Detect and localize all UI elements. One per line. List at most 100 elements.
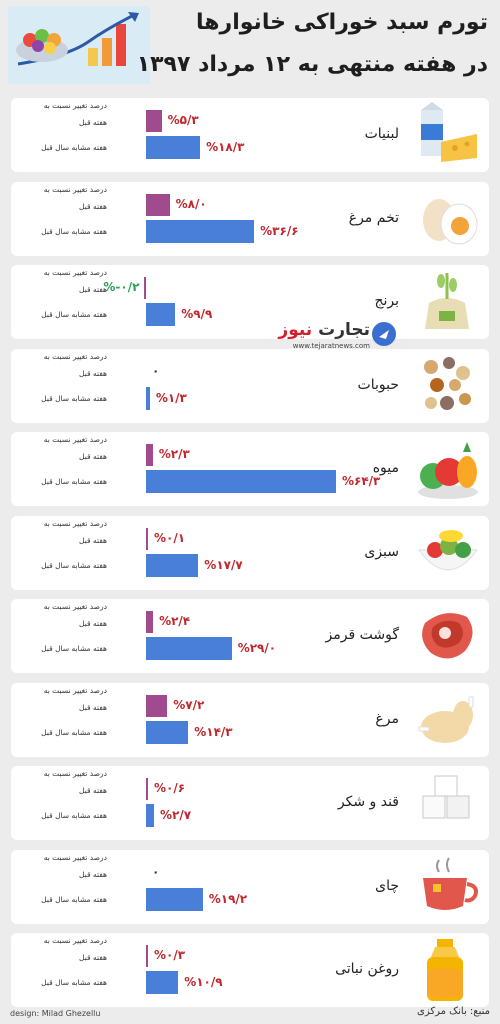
legend-caption: درصد تغییر نسبت به	[43, 351, 107, 361]
bar-prev-year	[146, 553, 199, 577]
category-card: درصد تغییر نسبت به هفته قبل هفته مشابه سال…	[11, 849, 489, 924]
value-prev-week: %۰/۱	[154, 530, 186, 545]
category-name: چای	[375, 877, 399, 894]
category-card: درصد تغییر نسبت به هفته قبل هفته مشابه سال…	[11, 181, 489, 256]
watermark-name: تجارت نیوز	[278, 320, 370, 340]
title-line-2: در هفته منتهی به ۱۲ مرداد ۱۳۹۷	[136, 52, 488, 77]
source-credit: منبع: بانک مرکزی	[417, 1006, 490, 1017]
category-card: درصد تغییر نسبت به هفته قبل هفته مشابه سال…	[11, 599, 489, 673]
bar-prev-week	[146, 611, 154, 633]
bar-prev-week	[146, 527, 148, 550]
value-prev-week: %۵/۳	[167, 113, 199, 127]
category-card: درصد تغییر نسبت به هفته قبل هفته مشابه سال…	[11, 682, 489, 757]
header-illustration	[8, 6, 150, 84]
category-card: درصد تغییر نسبت به هفته قبل هفته مشابه سال…	[11, 515, 489, 590]
legend-caption: درصد تغییر نسبت به	[43, 268, 107, 277]
value-prev-year: %۱۸/۳	[206, 140, 245, 154]
bar-prev-year	[146, 887, 203, 911]
value-prev-year: %۱۴/۳	[194, 724, 233, 739]
legend-prev-year: هفته مشابه سال قبل	[41, 894, 107, 904]
legend-prev-week: هفته قبل	[79, 953, 107, 962]
legend-caption: درصد تغییر نسبت به	[43, 769, 107, 778]
legend-caption: درصد تغییر نسبت به	[43, 852, 107, 862]
legend-caption: درصد تغییر نسبت به	[43, 936, 107, 945]
legend-caption: درصد تغییر نسبت به	[43, 184, 107, 194]
legend-caption: درصد تغییر نسبت به	[43, 101, 107, 110]
category-name: میوه	[372, 460, 399, 476]
chicken-icon	[415, 687, 481, 753]
legend-prev-week: هفته قبل	[79, 452, 107, 461]
value-prev-week: %۲/۳	[158, 447, 190, 461]
bar-prev-week	[146, 778, 148, 800]
value-prev-year: %۳۶/۶	[260, 223, 299, 238]
value-prev-week: %۲/۴	[159, 614, 191, 628]
bar-prev-year	[146, 470, 336, 493]
watermark-name-dark: تجارت	[318, 320, 370, 340]
watermark-url: www.tejaratnews.com	[292, 342, 370, 350]
bar-prev-year	[146, 303, 176, 326]
bar-prev-year	[146, 720, 189, 744]
fruit-icon	[415, 436, 481, 502]
category-card: درصد تغییر نسبت به هفته قبل هفته مشابه سال…	[11, 432, 489, 506]
value-prev-week: %۷/۲	[173, 697, 205, 712]
legend-caption: درصد تغییر نسبت به	[43, 685, 107, 695]
legend-caption: درصد تغییر نسبت به	[43, 435, 107, 444]
value-prev-year: %۹/۹	[181, 307, 213, 321]
header: تورم سبد خوراکی خانوارها در هفته منتهی ب…	[0, 0, 500, 92]
legend-prev-year: هفته مشابه سال قبل	[41, 226, 107, 236]
category-name: برنج	[374, 293, 399, 309]
value-prev-year: %۱۰/۹	[184, 975, 223, 989]
category-card: درصد تغییر نسبت به هفته قبل هفته مشابه سال…	[11, 933, 489, 1007]
category-card: درصد تغییر نسبت به هفته قبل هفته مشابه سال…	[11, 766, 489, 840]
bar-prev-year	[146, 637, 232, 660]
legend-prev-week: هفته قبل	[79, 786, 107, 795]
bar-prev-year	[146, 219, 255, 243]
category-name: روغن نباتی	[335, 961, 399, 977]
category-name: لبنیات	[364, 126, 399, 142]
legend-prev-year: هفته مشابه سال قبل	[41, 560, 107, 570]
bar-prev-week	[146, 945, 148, 967]
category-name: گوشت قرمز	[325, 627, 399, 643]
value-prev-year: %۶۴/۳	[342, 474, 381, 488]
legumes-icon	[415, 353, 481, 419]
legend-caption: درصد تغییر نسبت به	[43, 602, 107, 611]
legend-prev-week: هفته قبل	[79, 535, 107, 545]
egg-icon	[415, 186, 481, 252]
vegetables-icon	[415, 520, 481, 586]
watermark: تجارت نیوز www.tejaratnews.com	[246, 318, 396, 358]
legend-prev-week: هفته قبل	[79, 702, 107, 712]
value-prev-year: %۲/۷	[159, 808, 192, 822]
design-credit: design: Milad Ghezellu	[10, 1009, 101, 1018]
legend-prev-week: هفته قبل	[79, 201, 107, 211]
category-name: سبزی	[364, 543, 399, 560]
legend-prev-year: هفته مشابه سال قبل	[41, 310, 107, 319]
growth-chart-illustration	[16, 12, 139, 66]
bar-prev-week	[146, 193, 170, 216]
sugar-cubes-icon	[415, 770, 481, 836]
category-name: حبوبات	[357, 376, 399, 393]
legend-prev-year: هفته مشابه سال قبل	[41, 978, 107, 987]
legend-caption: درصد تغییر نسبت به	[43, 518, 107, 528]
rice-icon	[415, 269, 481, 335]
watermark-logo-icon	[372, 322, 396, 346]
legend-prev-year: هفته مشابه سال قبل	[41, 644, 107, 653]
legend-prev-week: هفته قبل	[79, 368, 107, 378]
legend-prev-year: هفته مشابه سال قبل	[41, 811, 107, 820]
bar-prev-year	[146, 136, 201, 159]
category-name: قند و شکر	[337, 794, 399, 810]
value-prev-week: %-۰/۲	[103, 280, 140, 294]
legend-prev-week: هفته قبل	[79, 285, 107, 294]
value-prev-year: %۱۹/۲	[208, 891, 248, 906]
bar-prev-year	[146, 386, 150, 410]
value-prev-year: %۱/۳	[155, 390, 187, 405]
category-card: درصد تغییر نسبت به هفته قبل هفته مشابه سال…	[11, 348, 489, 423]
watermark-name-red: نیوز	[278, 320, 313, 340]
bar-prev-year	[146, 804, 154, 827]
value-prev-week: %۸/۰	[175, 196, 207, 211]
bar-prev-week	[146, 444, 153, 466]
tea-cup-icon	[415, 854, 481, 920]
legend-prev-week: هفته قبل	[79, 619, 107, 628]
legend-prev-year: هفته مشابه سال قبل	[41, 393, 107, 403]
value-prev-week: ۰	[152, 864, 160, 879]
oil-bottle-icon	[415, 937, 481, 1003]
